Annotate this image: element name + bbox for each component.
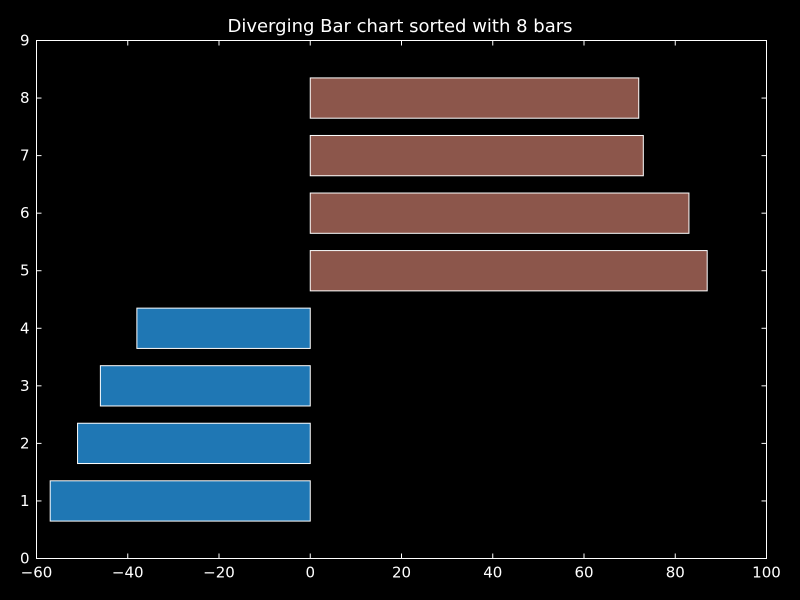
y-tick-label: 3	[20, 377, 30, 395]
y-axis: 0 1 2 3 4 5 6 7 8 9	[20, 32, 767, 568]
x-tick-label: 100	[752, 564, 781, 582]
bar-5	[309, 250, 708, 292]
x-tick-label: 0	[305, 564, 315, 582]
bar-6	[309, 192, 690, 234]
plot-frame	[36, 40, 767, 559]
y-tick-label: 2	[20, 434, 30, 452]
bar-4	[136, 307, 311, 349]
y-tick-label: 4	[20, 319, 30, 337]
x-tick-label: 80	[666, 564, 685, 582]
y-tick-label: 0	[20, 550, 30, 568]
bar-8	[309, 77, 640, 119]
x-tick-label: 40	[483, 564, 502, 582]
bar-2	[77, 422, 311, 465]
y-tick-label: 6	[20, 204, 30, 222]
x-tick-label: −60	[21, 564, 53, 582]
x-tick-label: 20	[392, 564, 411, 582]
chart-title: Diverging Bar chart sorted with 8 bars	[227, 16, 572, 37]
bar-3	[99, 365, 311, 407]
bar-1	[49, 480, 311, 522]
y-tick-label: 7	[20, 147, 30, 165]
bars-group	[49, 77, 708, 522]
y-tick-label: 1	[20, 492, 30, 510]
y-tick-label: 8	[20, 89, 30, 107]
x-tick-label: −40	[112, 564, 144, 582]
x-tick-label: 60	[574, 564, 593, 582]
x-axis: −60 −40 −20 0 20 40 60 80 100	[21, 40, 781, 582]
x-tick-label: −20	[203, 564, 235, 582]
y-tick-label: 9	[20, 32, 30, 50]
bar-7	[309, 134, 644, 177]
y-tick-label: 5	[20, 262, 30, 280]
